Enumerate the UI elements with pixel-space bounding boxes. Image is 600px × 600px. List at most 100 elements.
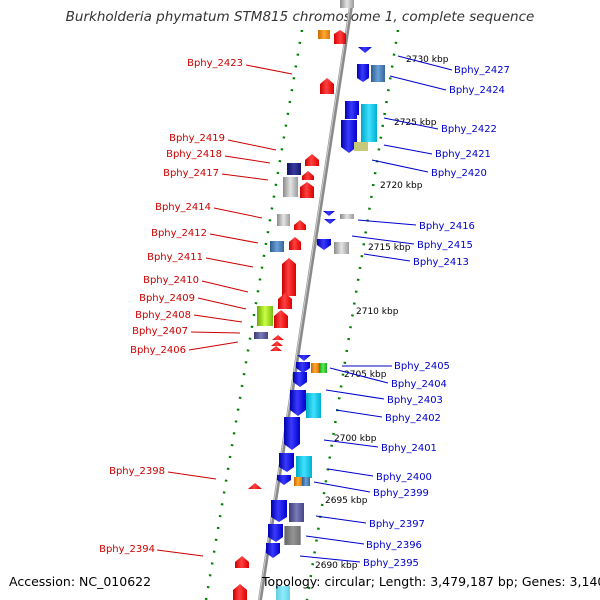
gene-arrow — [282, 258, 296, 296]
gene-box — [257, 306, 273, 326]
gene-arrow — [320, 78, 334, 94]
gene-arrow — [271, 341, 283, 346]
gene-box — [276, 586, 290, 600]
gene-label-left: Bphy_2398 — [109, 466, 165, 477]
gene-box — [289, 503, 304, 522]
gene-arrow — [345, 101, 359, 119]
gene-box — [287, 163, 301, 175]
gene-label-left: Bphy_2418 — [166, 149, 222, 160]
scale-labels: 2730 kbp 2725 kbp 2720 kbp 2715 kbp 2710… — [315, 55, 449, 571]
gene-box — [296, 456, 312, 478]
gene-arrow — [341, 120, 357, 153]
reverse-strand-genes — [266, 47, 385, 558]
gene-box — [306, 393, 321, 418]
scale-label: 2730 kbp — [406, 55, 449, 65]
gene-arrow — [294, 220, 306, 230]
gene-box — [354, 142, 368, 151]
gene-arrow — [268, 524, 283, 542]
gene-box — [277, 214, 290, 226]
gene-label-right: Bphy_2427 — [454, 65, 510, 76]
gene-label-right: Bphy_2399 — [373, 488, 429, 499]
gene-arrow — [300, 182, 314, 198]
right-track — [305, 29, 400, 600]
scale-label: 2695 kbp — [325, 496, 368, 506]
scale-label: 2710 kbp — [356, 307, 399, 317]
topology-text: Topology: circular; Length: 3,479,187 bp… — [262, 574, 600, 589]
scale-label: 2720 kbp — [380, 181, 423, 191]
gene-label-right: Bphy_2422 — [441, 124, 497, 135]
gene-arrow — [274, 310, 288, 328]
gene-label-right: Bphy_2421 — [435, 149, 491, 160]
scale-label: 2705 kbp — [344, 370, 387, 380]
gene-box — [340, 214, 354, 219]
right-gene-labels: Bphy_2427 Bphy_2424 Bphy_2422 Bphy_2421 … — [299, 55, 510, 569]
gene-box — [270, 241, 284, 252]
gene-box — [294, 477, 302, 486]
gene-label-left: Bphy_2408 — [135, 310, 191, 321]
gene-label-right: Bphy_2420 — [431, 168, 487, 179]
gene-label-left: Bphy_2406 — [130, 345, 186, 356]
gene-arrow — [270, 346, 282, 351]
gene-arrow — [277, 475, 291, 485]
gene-arrow — [233, 584, 247, 600]
gene-label-right: Bphy_2400 — [376, 472, 432, 483]
gene-arrow — [272, 335, 284, 340]
gene-box — [254, 332, 268, 339]
gene-arrow — [290, 390, 306, 416]
gene-arrow — [278, 293, 292, 309]
gene-box — [311, 363, 319, 373]
gene-arrow — [296, 362, 310, 373]
gene-label-right: Bphy_2416 — [419, 221, 475, 232]
gene-arrow — [266, 543, 280, 558]
gene-label-left: Bphy_2412 — [151, 228, 207, 239]
gene-arrow — [357, 64, 369, 82]
gene-arrow — [271, 500, 287, 522]
gene-arrow — [289, 237, 301, 250]
gene-box — [371, 65, 385, 82]
left-track — [204, 29, 304, 600]
gene-label-right: Bphy_2401 — [381, 443, 437, 454]
top-features — [318, 0, 354, 44]
gene-label-left: Bphy_2410 — [143, 275, 199, 286]
gene-arrow — [248, 483, 262, 489]
scale-label: 2700 kbp — [334, 434, 377, 444]
gene-label-left: Bphy_2394 — [99, 544, 155, 555]
gene-label-right: Bphy_2396 — [366, 540, 422, 551]
gene-box — [361, 104, 377, 142]
gene-box — [334, 242, 349, 254]
gene-box — [284, 526, 300, 545]
gene-arrow — [284, 417, 300, 450]
gene-label-right: Bphy_2424 — [449, 85, 505, 96]
left-gene-labels: Bphy_2423 Bphy_2419 Bphy_2418 Bphy_2417 … — [99, 58, 293, 557]
gene-label-right: Bphy_2403 — [387, 395, 443, 406]
scale-label: 2725 kbp — [394, 118, 437, 128]
gene-arrow — [279, 453, 294, 472]
gene-arrow — [324, 219, 336, 224]
gene-label-left: Bphy_2419 — [169, 133, 225, 144]
gene-label-left: Bphy_2407 — [132, 326, 188, 337]
scale-label: 2715 kbp — [368, 243, 411, 253]
gene-arrow — [317, 239, 331, 250]
accession-text: Accession: NC_010622 — [9, 574, 152, 589]
gene-arrow — [297, 355, 311, 361]
gene-box — [302, 477, 310, 486]
gene-arrow — [358, 47, 372, 53]
gene-arrow — [305, 154, 319, 166]
gene-arrow — [293, 372, 307, 387]
gene-label-left: Bphy_2417 — [163, 168, 219, 179]
gene-label-left: Bphy_2409 — [139, 293, 195, 304]
gene-label-right: Bphy_2395 — [363, 558, 419, 569]
gene-label-right: Bphy_2413 — [413, 257, 469, 268]
gene-arrow — [235, 556, 249, 568]
gene-label-left: Bphy_2414 — [155, 202, 211, 213]
gene-label-right: Bphy_2405 — [394, 361, 450, 372]
scale-label: 2690 kbp — [315, 561, 358, 571]
forward-strand-genes — [233, 78, 334, 600]
gene-arrow — [323, 211, 335, 216]
gene-label-left: Bphy_2423 — [187, 58, 243, 69]
gene-label-right: Bphy_2402 — [385, 413, 441, 424]
gene-label-left: Bphy_2411 — [147, 252, 203, 263]
gene-box — [283, 177, 298, 197]
gene-label-right: Bphy_2404 — [391, 379, 447, 390]
gene-label-right: Bphy_2415 — [417, 240, 473, 251]
